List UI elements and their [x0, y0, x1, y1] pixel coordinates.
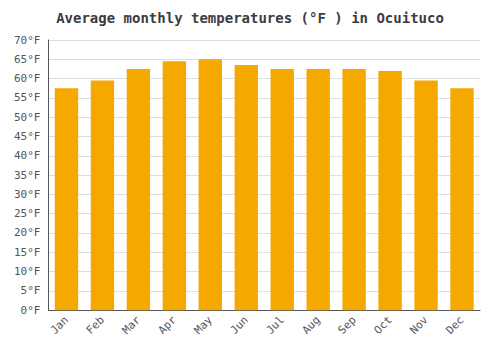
svg-text:Feb: Feb [84, 314, 107, 337]
svg-text:Dec: Dec [443, 314, 466, 337]
svg-text:30°F: 30°F [14, 188, 41, 201]
svg-text:20°F: 20°F [14, 226, 41, 239]
svg-text:Sep: Sep [336, 314, 359, 337]
svg-text:70°F: 70°F [14, 34, 41, 47]
svg-text:May: May [192, 313, 215, 336]
svg-text:Oct: Oct [371, 314, 394, 337]
svg-text:Apr: Apr [156, 313, 179, 336]
svg-text:Jan: Jan [48, 314, 71, 337]
svg-text:65°F: 65°F [14, 53, 41, 66]
svg-text:10°F: 10°F [14, 265, 41, 278]
svg-text:60°F: 60°F [14, 72, 41, 85]
svg-text:15°F: 15°F [14, 246, 41, 259]
svg-text:Jul: Jul [264, 314, 287, 337]
svg-text:50°F: 50°F [14, 111, 41, 124]
svg-text:5°F: 5°F [21, 284, 41, 297]
svg-text:25°F: 25°F [14, 207, 41, 220]
svg-text:Nov: Nov [407, 313, 430, 336]
svg-text:55°F: 55°F [14, 91, 41, 104]
svg-text:45°F: 45°F [14, 130, 41, 143]
svg-text:Mar: Mar [120, 313, 143, 336]
svg-text:Aug: Aug [300, 314, 323, 337]
svg-text:35°F: 35°F [14, 169, 41, 182]
svg-text:Average monthly temperatures (: Average monthly temperatures (°F ) in Oc… [56, 10, 444, 26]
svg-text:40°F: 40°F [14, 149, 41, 162]
svg-text:Jun: Jun [228, 314, 251, 337]
svg-text:0°F: 0°F [21, 304, 41, 317]
